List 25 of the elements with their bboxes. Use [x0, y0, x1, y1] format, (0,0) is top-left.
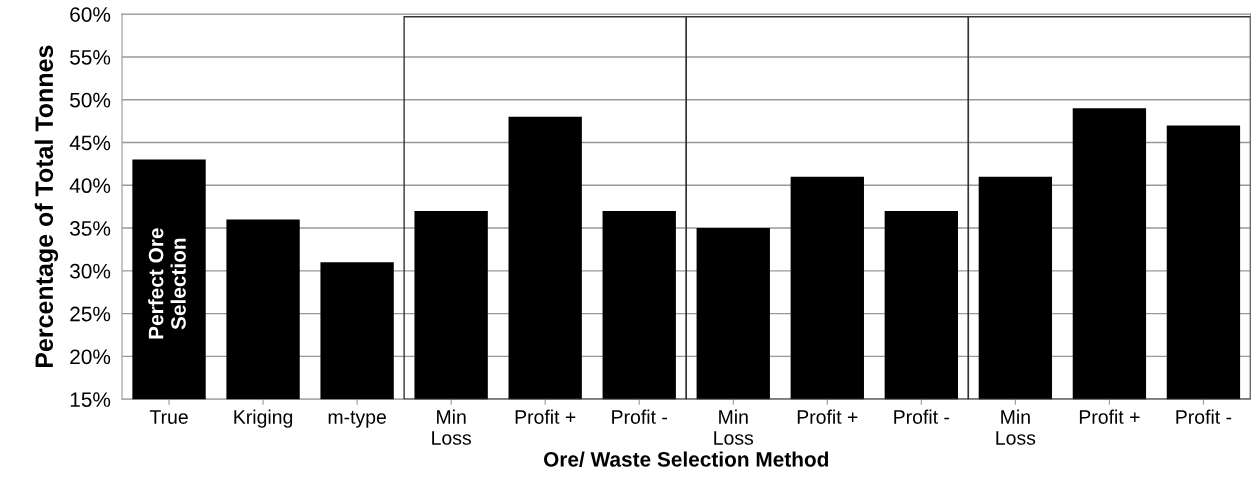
y-tick-label: 60% — [70, 7, 111, 22]
x-tick-label: Min Loss — [714, 409, 754, 445]
y-tick-label: 15% — [70, 392, 111, 407]
x-tick-label: Profit + — [1079, 409, 1140, 424]
x-tick-label: Min Loss — [996, 409, 1036, 445]
y-tick-label: 25% — [70, 306, 111, 322]
y-tick-label: 50% — [70, 92, 111, 108]
x-axis-title: Ore/ Waste Selection Method — [543, 451, 829, 467]
y-tick-label: 45% — [69, 135, 111, 151]
y-axis-title: Percentage of Total Tonnes — [34, 45, 59, 368]
x-tick-label: Kriging — [234, 409, 293, 428]
y-tick-label: 30% — [70, 263, 111, 279]
x-tick-label: True — [149, 410, 188, 424]
x-tick-label: Profit - — [1176, 409, 1232, 424]
x-tick-label: Profit - — [894, 409, 950, 424]
y-tick-label: 40% — [69, 178, 111, 194]
y-tick-label: 20% — [70, 349, 111, 365]
y-tick-label: 55% — [70, 50, 111, 65]
annotation: Perfect Ore Selection — [148, 228, 186, 339]
y-tick-label: 35% — [70, 221, 111, 236]
x-tick-label: m-type — [328, 411, 386, 428]
x-tick-label: Profit - — [612, 409, 667, 424]
x-tick-label: Profit + — [797, 409, 858, 424]
x-tick-label: Min Loss — [432, 409, 471, 445]
x-tick-label: Profit + — [515, 409, 576, 424]
